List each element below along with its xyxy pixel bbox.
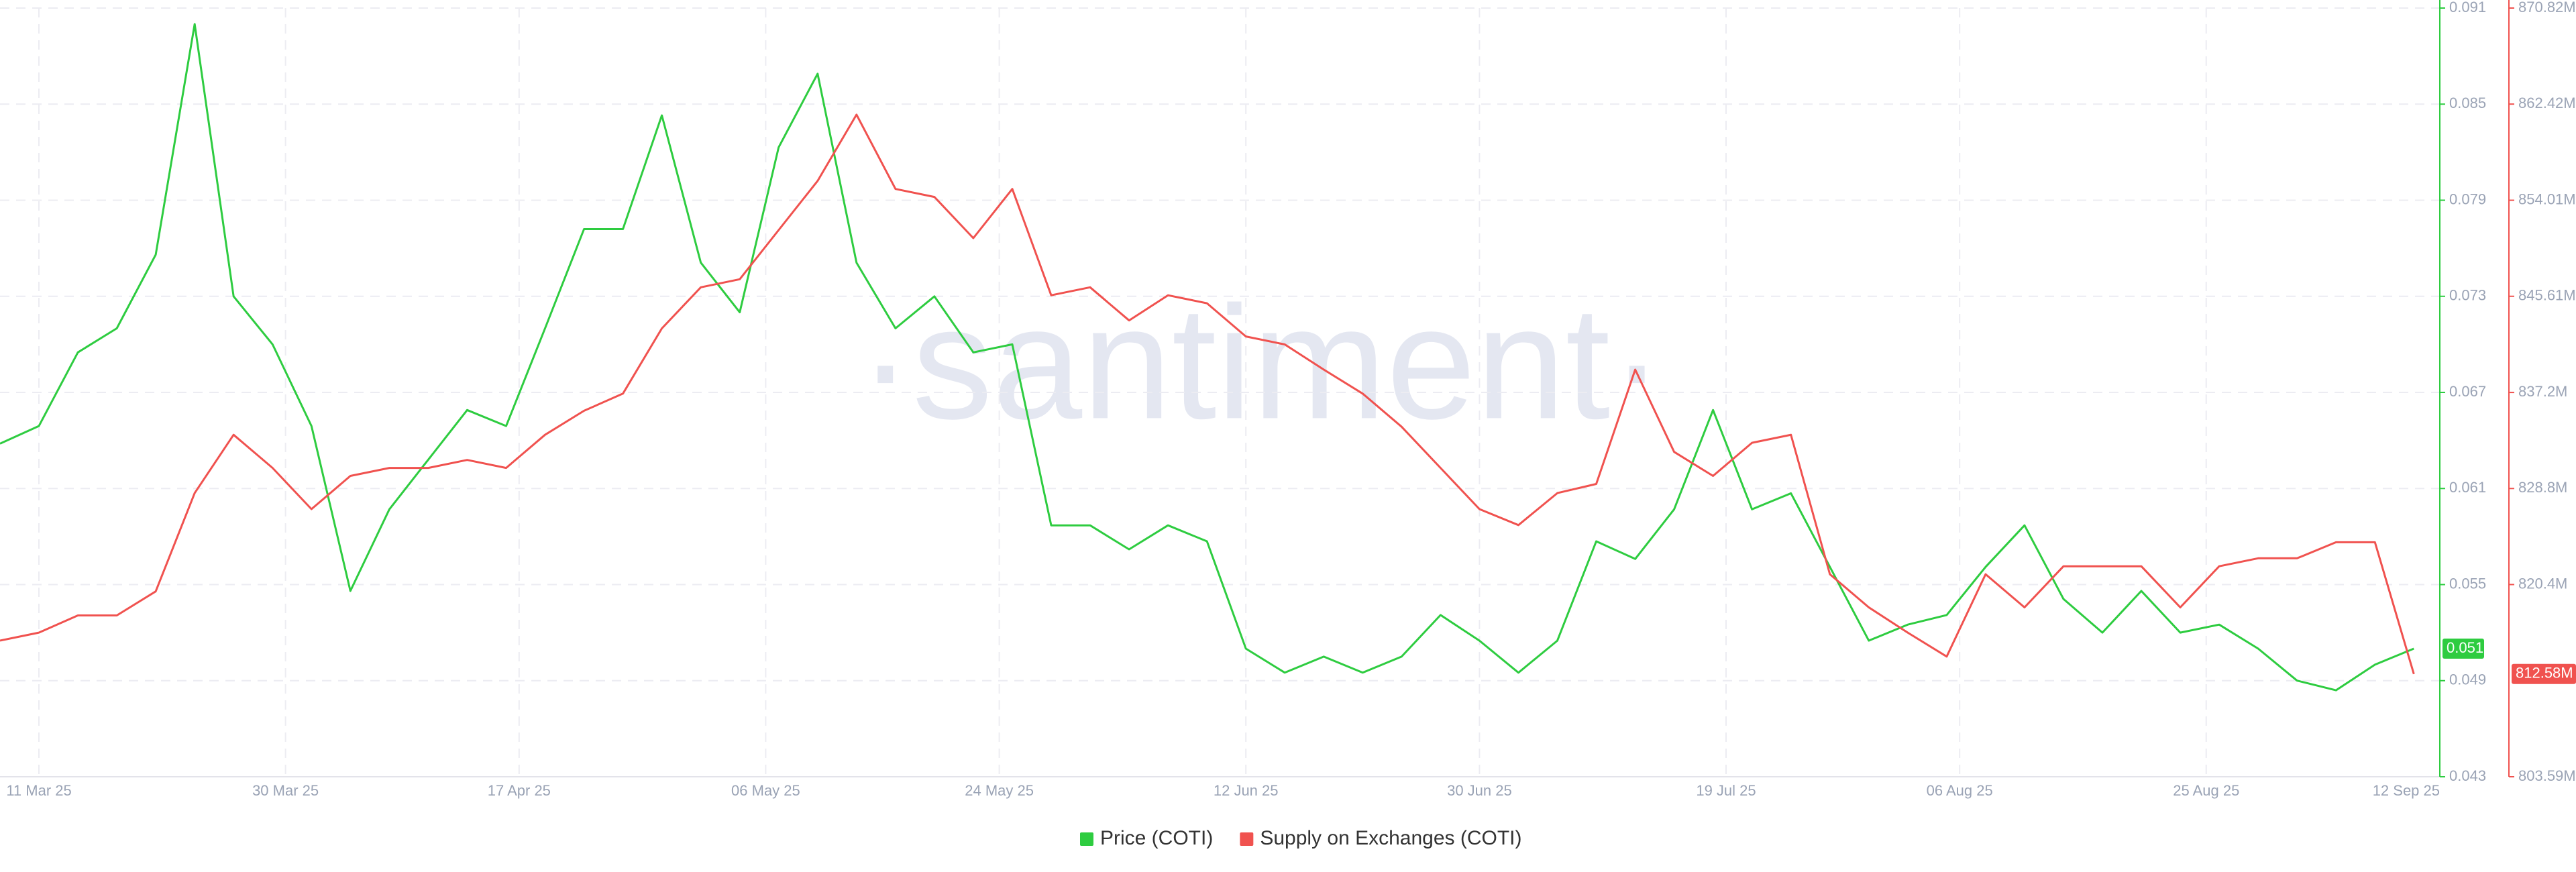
x-tick-label: 12 Sep 25 [2373, 782, 2440, 799]
y2-tick-label: 854.01M [2518, 190, 2576, 207]
x-tick-label: 24 May 25 [965, 782, 1034, 799]
y-tick-label: 0.055 [2449, 575, 2486, 592]
y2-tick-label: 828.8M [2518, 479, 2567, 496]
x-tick-label: 25 Aug 25 [2173, 782, 2239, 799]
x-tick-label: 30 Jun 25 [1447, 782, 1512, 799]
y-tick-label: 0.085 [2449, 95, 2486, 111]
y2-tick-label: 870.82M [2518, 0, 2576, 15]
x-tick-label: 19 Jul 25 [1696, 782, 1756, 799]
legend-swatch [1240, 832, 1254, 846]
y-tick-label: 0.073 [2449, 287, 2486, 304]
x-tick-label: 30 Mar 25 [252, 782, 319, 799]
last-value-badge [2512, 663, 2576, 684]
series-line [0, 113, 2415, 675]
y2-tick-label: 862.42M [2518, 95, 2576, 111]
y-tick-label: 0.079 [2449, 190, 2486, 207]
series-line [0, 23, 2414, 692]
watermark: ·santiment· [859, 272, 1664, 452]
y-tick-label: 0.091 [2449, 0, 2486, 15]
y2-tick-label: 803.59M [2518, 767, 2576, 784]
legend-label: Price (COTI) [1100, 827, 1213, 849]
y-tick-label: 0.043 [2449, 767, 2486, 784]
y-tick-label: 0.049 [2449, 671, 2486, 688]
x-tick-label: 17 Apr 25 [488, 782, 551, 799]
y-tick-label: 0.067 [2449, 383, 2486, 400]
x-tick-label: 06 Aug 25 [1927, 782, 1993, 799]
x-tick-label: 11 Mar 25 [6, 782, 71, 799]
legend-swatch [1080, 832, 1093, 846]
last-value-badge [2443, 639, 2484, 659]
last-value-label: 0.051 [2447, 639, 2483, 656]
y2-tick-label: 820.4M [2518, 575, 2567, 592]
x-tick-label: 06 May 25 [731, 782, 800, 799]
legend-label: Supply on Exchanges (COTI) [1260, 827, 1521, 849]
y-tick-label: 0.061 [2449, 479, 2486, 496]
x-tick-label: 12 Jun 25 [1214, 782, 1279, 799]
last-value-label: 812.58M [2516, 665, 2573, 682]
y2-tick-label: 845.61M [2518, 287, 2576, 304]
y2-tick-label: 837.2M [2518, 383, 2567, 400]
